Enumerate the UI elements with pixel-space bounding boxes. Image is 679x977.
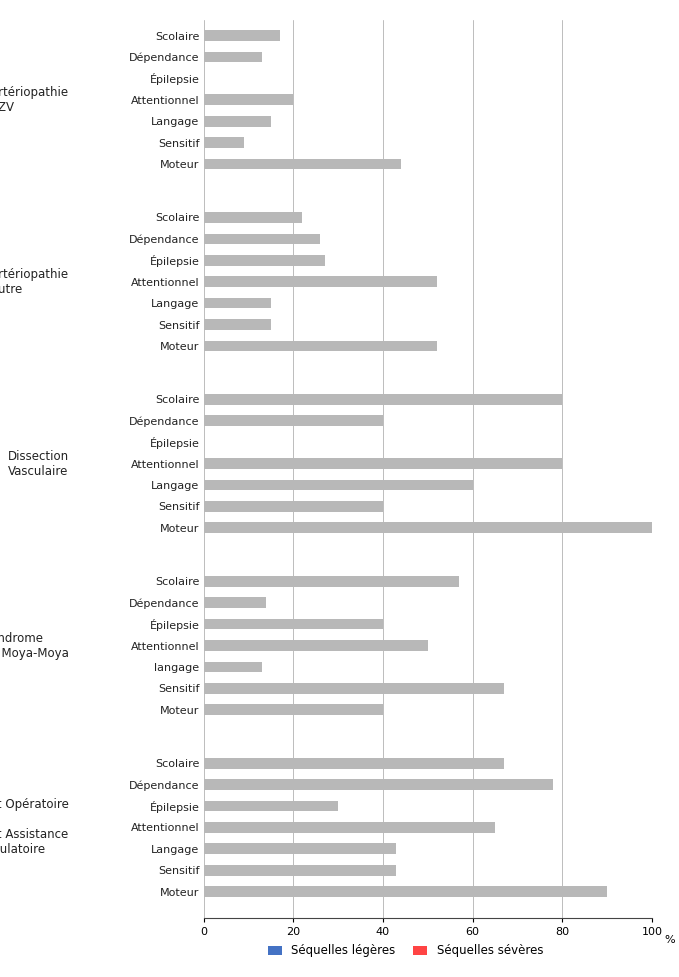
Bar (204, 158, 401, 169)
Bar (204, 661, 262, 672)
Text: Syndrome
de Moya-Moya: Syndrome de Moya-Moya (0, 631, 69, 659)
Bar (204, 212, 302, 223)
X-axis label: %: % (665, 935, 675, 945)
Text: Post Opératoire
ou
Post Assistance
Circulatoire: Post Opératoire ou Post Assistance Circu… (0, 798, 69, 857)
Text: Artériopathie
VZV: Artériopathie VZV (0, 86, 69, 113)
Bar (204, 341, 437, 352)
Bar (204, 30, 280, 41)
Bar (204, 52, 262, 63)
Bar (204, 618, 383, 629)
Bar (204, 415, 383, 426)
Legend: Séquelles légères, Séquelles sévères: Séquelles légères, Séquelles sévères (263, 940, 548, 962)
Text: Dissection
Vasculaire: Dissection Vasculaire (8, 449, 69, 478)
Bar (204, 458, 562, 469)
Bar (204, 501, 383, 512)
Bar (204, 640, 428, 651)
Bar (204, 886, 607, 897)
Bar (204, 480, 473, 490)
Bar (204, 276, 437, 287)
Bar (204, 780, 553, 790)
Bar (204, 843, 397, 854)
Bar (204, 597, 266, 608)
Bar (204, 683, 504, 694)
Bar (204, 137, 244, 148)
Text: Artériopathie
Autre: Artériopathie Autre (0, 268, 69, 296)
Bar (204, 758, 504, 769)
Bar (204, 576, 459, 586)
Bar (204, 523, 652, 533)
Bar (204, 822, 495, 832)
Bar (204, 319, 271, 330)
Bar (204, 704, 383, 715)
Bar (204, 234, 320, 244)
Bar (204, 865, 397, 875)
Bar (204, 255, 325, 266)
Bar (204, 298, 271, 309)
Bar (204, 95, 293, 106)
Bar (204, 116, 271, 127)
Bar (204, 801, 338, 811)
Bar (204, 394, 562, 404)
